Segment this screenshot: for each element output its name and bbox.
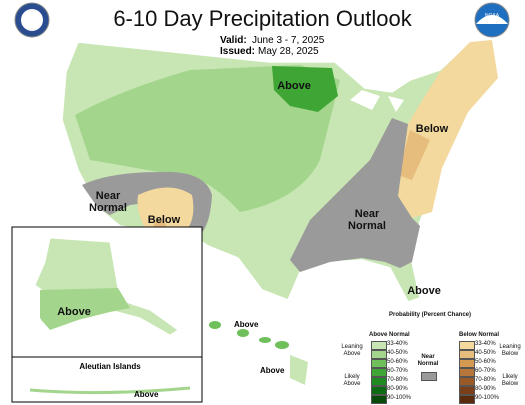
legend-heading: Near Normal (417, 354, 439, 367)
legend-swatch (371, 386, 387, 395)
legend-side: Likely Above (343, 374, 361, 387)
legend-swatch (371, 368, 387, 377)
legend-range: 40-50% (475, 350, 496, 356)
great-lakes (350, 90, 404, 112)
above-60-70 (272, 66, 338, 112)
alaska-above (40, 288, 130, 330)
below-region-ne (390, 40, 498, 218)
legend-swatch (459, 368, 475, 377)
aleutian-chain (29, 386, 191, 395)
hawaii-label: Above (260, 366, 285, 375)
valid: June 3 - 7, 2025 (252, 35, 325, 46)
legend-swatch (459, 359, 475, 368)
legend-range: 60-70% (475, 368, 496, 374)
legend-side: Leaning Above (341, 344, 363, 357)
near-normal-sw (82, 171, 212, 238)
legend: Probability (Percent Chance) Above Norma… (335, 310, 525, 405)
legend-swatch (371, 395, 387, 404)
map-label: Below (415, 123, 449, 135)
legend-range: 50-60% (475, 359, 496, 365)
aleutian-title: Aleutian Islands (79, 362, 141, 371)
legend-swatch (459, 350, 475, 359)
below-40-50 (398, 130, 430, 180)
legend-range: 90-100% (387, 395, 412, 401)
legend-swatch (371, 377, 387, 386)
noaa-gull (476, 15, 508, 24)
legend-title: Probability (Percent Chance) (388, 312, 472, 318)
hawaii (209, 321, 308, 385)
legend-range: 50-60% (387, 359, 408, 365)
legend-swatch (371, 359, 387, 368)
near-normal-se (290, 118, 420, 272)
legend-range: 33-40% (475, 341, 496, 347)
legend-range: 33-40% (387, 341, 408, 347)
legend-swatch (459, 341, 475, 350)
legend-range: 80-90% (387, 386, 408, 392)
below-sw (137, 187, 194, 238)
aleutian-label: Above (134, 390, 159, 399)
aleutian-inset (11, 356, 203, 403)
map-label: Above (277, 80, 311, 92)
map-label: Above (407, 285, 441, 297)
issued: May 28, 2025 (258, 46, 319, 57)
alaska-label: Above (57, 306, 91, 318)
issued-label: Issued: (220, 46, 256, 57)
legend-swatch (371, 350, 387, 359)
legend-range: 70-80% (387, 377, 408, 383)
legend-range: 40-50% (387, 350, 408, 356)
map-label: Below (147, 214, 181, 226)
noaa-text: NOAA (485, 13, 500, 19)
legend-swatch (459, 386, 475, 395)
hawaii-label: Above (234, 320, 259, 329)
title: 6-10 Day Precipitation Outlook (113, 6, 412, 31)
legend-swatch (459, 395, 475, 404)
legend-side: Leaning Below (499, 344, 521, 357)
legend-swatch (421, 372, 437, 381)
legend-range: 70-80% (475, 377, 496, 383)
map-label: Near Normal (348, 208, 386, 232)
legend-range: 60-70% (387, 368, 408, 374)
valid-label: Valid: (220, 35, 247, 46)
legend-range: 90-100% (475, 395, 500, 401)
legend-range: 80-90% (475, 386, 496, 392)
legend-side: Likely Below (501, 374, 519, 387)
legend-swatch (371, 341, 387, 350)
doc-logo-inner (21, 9, 43, 31)
legend-swatch (459, 377, 475, 386)
legend-heading: Above Normal (369, 332, 410, 338)
legend-heading: Below Normal (459, 332, 500, 338)
above-40-50 (75, 65, 340, 212)
map-label: Near Normal (89, 190, 127, 214)
